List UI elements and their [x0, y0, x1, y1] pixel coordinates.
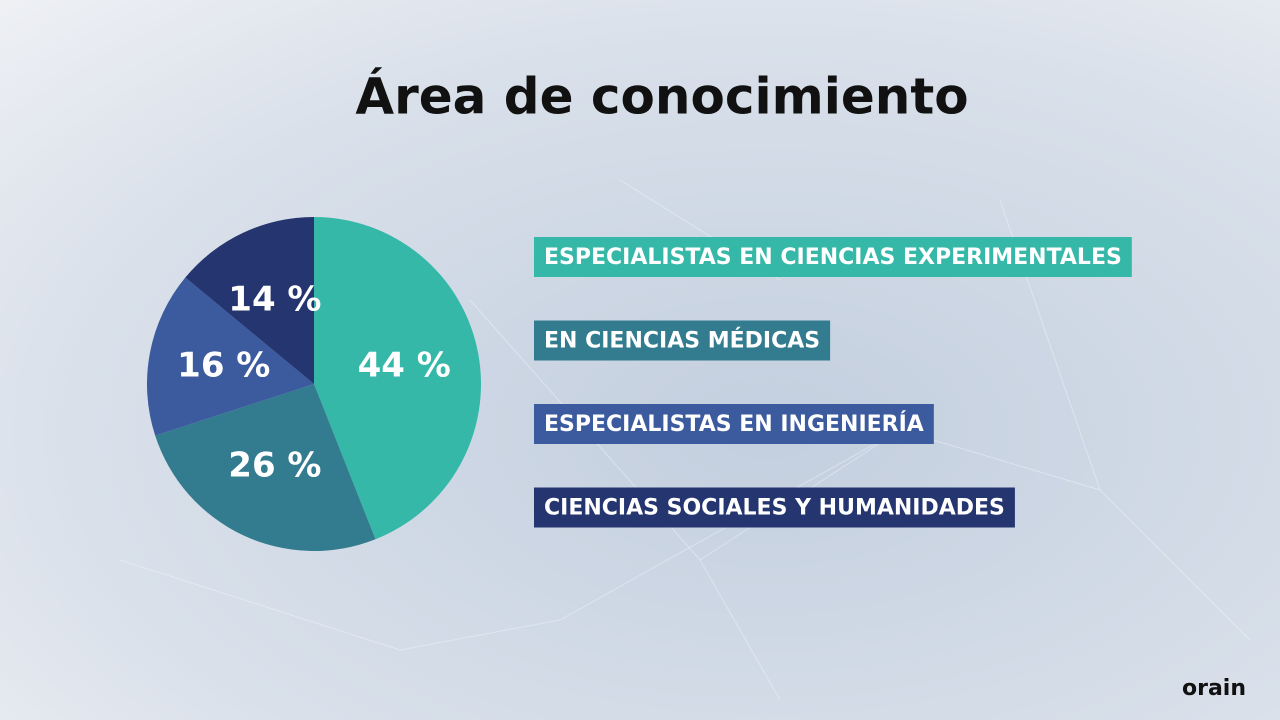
legend-box — [534, 237, 1132, 277]
legend-label: EN CIENCIAS MÉDICAS — [544, 328, 820, 354]
data-label: 16 % — [177, 345, 270, 385]
legend-label: CIENCIAS SOCIALES Y HUMANIDADES — [544, 496, 1005, 521]
data-label: 44 % — [358, 345, 451, 385]
legend-label: ESPECIALISTAS EN CIENCIAS EXPERIMENTALES — [544, 245, 1122, 270]
pie-slice — [155, 384, 376, 551]
legend-label: ESPECIALISTAS EN INGENIERÍA — [544, 411, 924, 437]
legend-box — [534, 487, 1015, 528]
legend-box — [534, 404, 934, 444]
brand-logo: orain — [1182, 676, 1246, 701]
legend-box — [534, 320, 831, 361]
data-label: 26 % — [228, 446, 321, 486]
chart-title: Área de conocimiento — [355, 67, 968, 126]
pie-slice — [314, 217, 482, 540]
pie-slice — [147, 277, 314, 436]
pie-slice — [185, 217, 314, 384]
data-label: 14 % — [228, 279, 321, 319]
